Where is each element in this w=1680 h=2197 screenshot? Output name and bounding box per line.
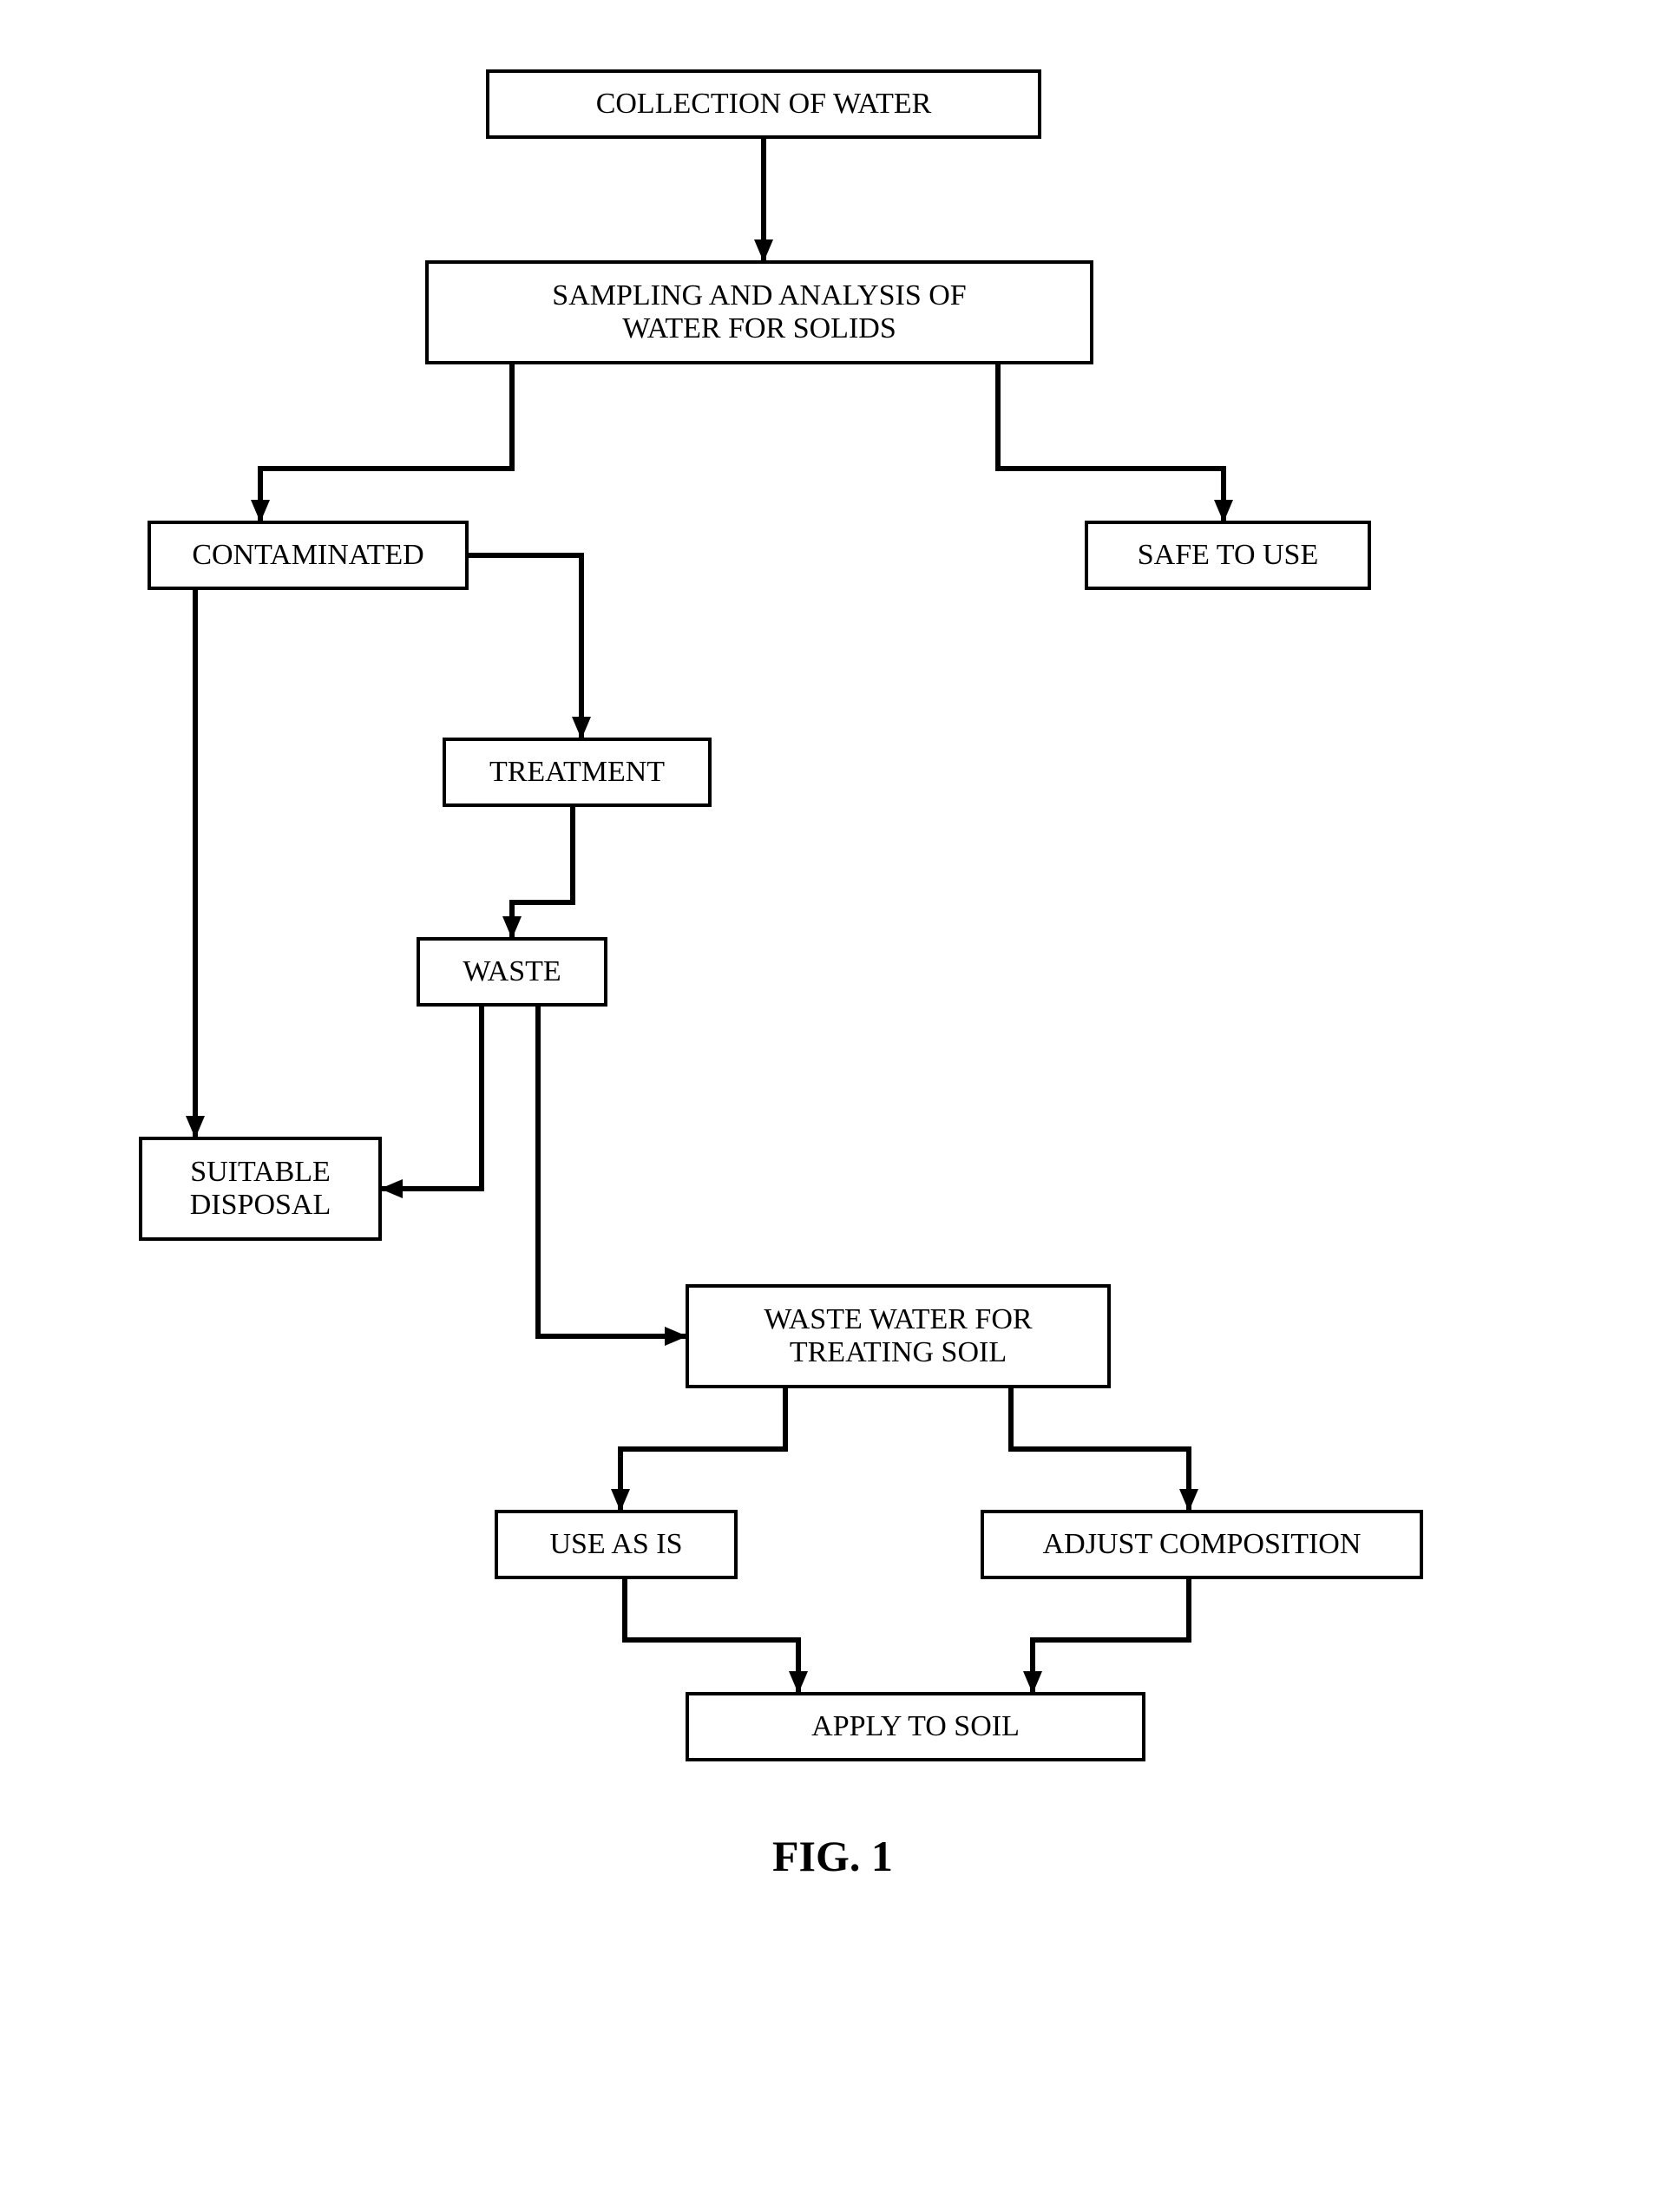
node-treatment: TREATMENT xyxy=(443,738,712,807)
edge-sampling-to-safe xyxy=(998,364,1224,521)
edge-wastewater-to-adjust xyxy=(1011,1388,1189,1510)
edge-sampling-to-contaminated xyxy=(260,364,512,521)
node-sampling: SAMPLING AND ANALYSIS OFWATER FOR SOLIDS xyxy=(425,260,1093,364)
figure-caption: FIG. 1 xyxy=(772,1831,893,1881)
edge-adjust-to-apply xyxy=(1033,1579,1189,1692)
node-useasis: USE AS IS xyxy=(495,1510,738,1579)
edge-useasis-to-apply xyxy=(625,1579,798,1692)
node-disposal: SUITABLEDISPOSAL xyxy=(139,1137,382,1241)
node-adjust: ADJUST COMPOSITION xyxy=(981,1510,1423,1579)
node-waste: WASTE xyxy=(417,937,607,1007)
edge-wastewater-to-useasis xyxy=(620,1388,785,1510)
flowchart-container: COLLECTION OF WATER SAMPLING AND ANALYSIS… xyxy=(139,69,1545,1892)
node-wastewater: WASTE WATER FORTREATING SOIL xyxy=(686,1284,1111,1388)
node-apply: APPLY TO SOIL xyxy=(686,1692,1145,1761)
node-contaminated: CONTAMINATED xyxy=(148,521,469,590)
node-safe: SAFE TO USE xyxy=(1085,521,1371,590)
edge-waste-to-wastewater xyxy=(538,1007,686,1336)
node-collection: COLLECTION OF WATER xyxy=(486,69,1041,139)
edge-contaminated-to-treatment xyxy=(469,555,581,738)
edge-treatment-to-waste xyxy=(512,807,573,937)
edge-waste-to-disposal xyxy=(382,1007,482,1189)
